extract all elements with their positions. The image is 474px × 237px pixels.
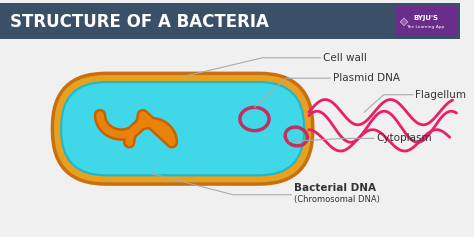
Text: Cell wall: Cell wall xyxy=(323,53,367,63)
Text: Cytoplasm: Cytoplasm xyxy=(377,133,432,143)
Text: The Learning App: The Learning App xyxy=(406,25,445,29)
FancyBboxPatch shape xyxy=(61,82,304,175)
Text: Flagellum: Flagellum xyxy=(415,90,466,100)
Bar xyxy=(396,6,458,36)
Text: BYJU'S: BYJU'S xyxy=(413,15,438,21)
Text: Plasmid DNA: Plasmid DNA xyxy=(333,73,400,83)
Polygon shape xyxy=(400,18,408,26)
Bar xyxy=(0,3,460,39)
Text: (Chromosomal DNA): (Chromosomal DNA) xyxy=(294,195,380,204)
Text: Bacterial DNA: Bacterial DNA xyxy=(294,183,376,193)
Text: STRUCTURE OF A BACTERIA: STRUCTURE OF A BACTERIA xyxy=(9,13,269,31)
FancyBboxPatch shape xyxy=(53,73,313,184)
